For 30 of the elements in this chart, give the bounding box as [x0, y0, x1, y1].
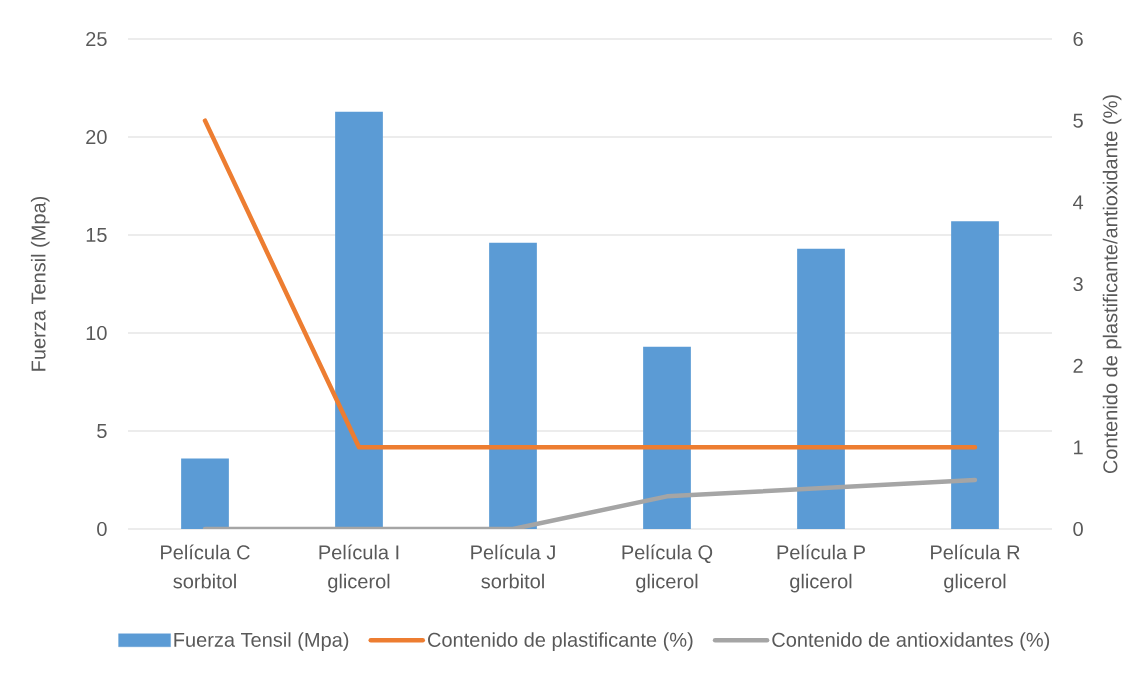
- y2-axis-title: Contenido de plastificante/antioxidante (%): [1102, 95, 1122, 474]
- y2-tick-label: 3: [1073, 276, 1083, 292]
- x-tick-label: Película C sorbitol: [161, 544, 250, 589]
- y-tick-label: 5: [97, 424, 107, 438]
- y2-tick-label: 6: [1073, 31, 1083, 47]
- y-tick-label: 20: [86, 129, 107, 145]
- y-axis-title: Fuerza Tensil (Mpa): [30, 196, 50, 371]
- y-tick-label: 15: [86, 228, 107, 242]
- bar: [951, 221, 999, 529]
- x-tick-label: Película J sorbitol: [471, 544, 555, 589]
- bar: [643, 346, 691, 529]
- y2-tick-label: 5: [1073, 113, 1083, 128]
- y2-tick-label: 2: [1073, 358, 1083, 373]
- y2-tick-label: 4: [1073, 195, 1084, 210]
- y-tick-label: 0: [97, 521, 107, 537]
- legend-label: Contenido de antioxidantes (%): [772, 632, 1050, 651]
- bar: [335, 111, 383, 529]
- x-tick-label: Película Q glicerol: [622, 544, 713, 593]
- x-tick-label: Película I glicerol: [319, 544, 399, 593]
- legend-label: Contenido de plastificante (%): [428, 632, 693, 651]
- bar: [181, 458, 229, 529]
- x-tick-label: Película R glicerol: [931, 544, 1020, 593]
- bar: [489, 242, 537, 529]
- y2-tick-label: 0: [1073, 521, 1083, 537]
- legend-label: Fuerza Tensil (Mpa): [174, 632, 349, 651]
- y-tick-label: 25: [86, 31, 107, 47]
- x-tick-label: Película P glicerol: [777, 544, 865, 593]
- y2-tick-label: 1: [1074, 440, 1083, 455]
- y-tick-label: 10: [86, 325, 107, 341]
- bar: [797, 248, 845, 529]
